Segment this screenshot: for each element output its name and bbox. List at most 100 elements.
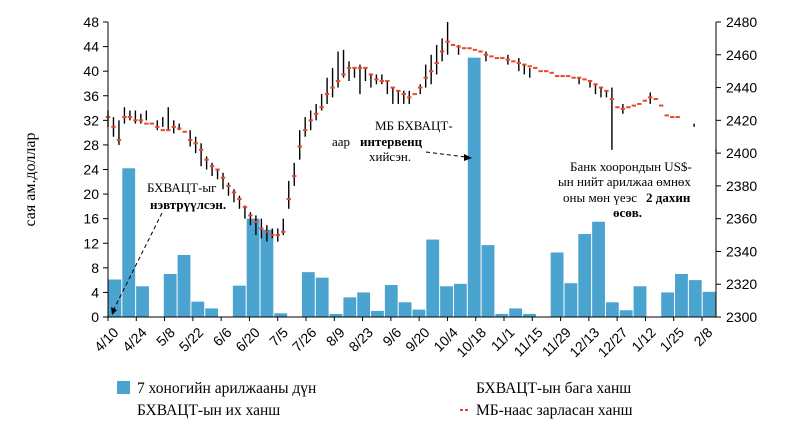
x-tick-label: 9/20 <box>402 324 433 355</box>
bar <box>329 313 343 317</box>
bar <box>315 277 329 317</box>
legend-item: 7 хоногийн арилжааны дүн <box>137 380 316 397</box>
annotation-1-arrow <box>111 212 163 314</box>
annotation-3-text: ын нийт арилжаа өмнөх <box>558 174 691 189</box>
bar <box>384 285 398 317</box>
bar <box>509 308 523 317</box>
annotation-2-bold: интервенц <box>360 134 423 149</box>
annotation-1-text: БХВАЦТ-ыг <box>147 180 217 195</box>
annotation-3-bold: 2 дахин <box>646 190 691 205</box>
right-tick-label: 2420 <box>726 112 757 128</box>
x-tick-label: 7/26 <box>289 324 320 355</box>
bar <box>260 229 274 317</box>
bar <box>357 292 371 317</box>
right-tick-label: 2400 <box>726 145 757 161</box>
x-tick-label: 4/24 <box>119 324 150 355</box>
right-tick-label: 2340 <box>726 243 757 259</box>
annotations: БХВАЦТ-ыг нэвтрүүлсэн. МБ БХВАЦТ-аар интерв… <box>111 118 692 315</box>
bar <box>246 218 260 317</box>
annotation-2-text: хийсэн. <box>369 149 411 164</box>
x-tick-label: 8/9 <box>323 324 348 349</box>
x-tick-label: 5/8 <box>153 324 178 349</box>
x-tick-label: 11/15 <box>510 324 546 360</box>
x-tick-label: 7/5 <box>266 324 291 349</box>
bar <box>205 308 219 317</box>
left-tick-label: 36 <box>83 88 99 104</box>
annotation-1-arrowhead <box>111 307 117 315</box>
candlestick-series <box>107 22 717 242</box>
x-tick-label: 11/29 <box>539 324 575 360</box>
x-tick-label: 10/18 <box>453 324 489 360</box>
annotation-3-text: оны мөн үеэс <box>563 190 637 205</box>
annotation-3-text: Банк хоорондын US$- <box>570 159 692 174</box>
annotation-2-arrow <box>425 151 467 158</box>
left-tick-label: 32 <box>83 112 99 128</box>
right-tick-label: 2300 <box>726 309 757 325</box>
bar <box>564 283 578 317</box>
bar <box>122 168 136 317</box>
x-tick-label: 12/13 <box>566 324 602 360</box>
bar <box>661 292 675 317</box>
annotation-1-bold: нэвтрүүлсэн. <box>150 197 226 212</box>
bar <box>177 254 191 317</box>
bar <box>453 283 467 317</box>
left-tick-label: 8 <box>91 260 99 276</box>
x-tick-label: 12/27 <box>595 324 631 360</box>
bar <box>274 313 288 317</box>
bar <box>398 302 412 317</box>
x-tick-label: 8/23 <box>345 324 376 355</box>
bar <box>495 313 509 317</box>
bar <box>163 273 177 317</box>
bar <box>301 272 315 317</box>
x-tick-label: 6/6 <box>210 324 235 349</box>
left-tick-label: 20 <box>83 186 99 202</box>
bar <box>523 313 536 317</box>
bar-series <box>108 57 716 317</box>
left-tick-label: 40 <box>83 63 99 79</box>
left-tick-label: 28 <box>83 137 99 153</box>
official-rate-series <box>105 40 680 237</box>
bar <box>232 285 246 317</box>
x-tick-label: 6/20 <box>232 324 263 355</box>
left-tick-label: 24 <box>83 162 99 178</box>
left-tick-label: 4 <box>91 284 99 300</box>
bar <box>619 310 633 317</box>
bar <box>550 252 564 317</box>
annotation-2-arrowhead <box>464 154 472 161</box>
bar <box>440 286 453 317</box>
x-tick-label: 1/25 <box>657 324 688 355</box>
bar <box>426 239 440 317</box>
annotation-2-text: МБ БХВАЦТ- <box>375 118 453 133</box>
annotation-3-bold: өсөв. <box>613 205 642 220</box>
bar <box>702 291 716 317</box>
right-tick-label: 2440 <box>726 80 757 96</box>
bar <box>688 280 702 317</box>
legend-item: МБ-наас зарласан ханш <box>476 402 633 419</box>
bar <box>481 245 495 317</box>
y-axis-title: сая ам.доллар <box>22 133 39 227</box>
left-tick-label: 48 <box>83 14 99 30</box>
x-tick-label: 4/10 <box>91 324 122 355</box>
bar <box>633 286 647 317</box>
annotation-2-text: аар <box>332 134 350 149</box>
legend-bar-swatch <box>117 381 130 394</box>
left-tick-label: 12 <box>83 235 99 251</box>
x-tick-label: 2/8 <box>690 324 715 349</box>
left-tick-label: 16 <box>83 211 99 227</box>
x-tick-label: 5/22 <box>176 324 207 355</box>
right-tick-label: 2380 <box>726 178 757 194</box>
bar <box>191 301 205 317</box>
right-tick-label: 2320 <box>726 276 757 292</box>
bar <box>578 234 592 317</box>
bar <box>343 297 357 317</box>
bar <box>412 309 426 317</box>
bar <box>136 286 149 317</box>
right-tick-label: 2360 <box>726 211 757 227</box>
bar <box>371 310 384 317</box>
bar <box>605 302 619 317</box>
bar <box>592 221 605 317</box>
x-tick-label: 1/12 <box>628 324 659 355</box>
legend: 7 хоногийн арилжааны дүн БХВАЦТ-ын бага х… <box>117 380 633 419</box>
legend-item: БХВАЦТ-ын бага ханш <box>476 380 631 397</box>
